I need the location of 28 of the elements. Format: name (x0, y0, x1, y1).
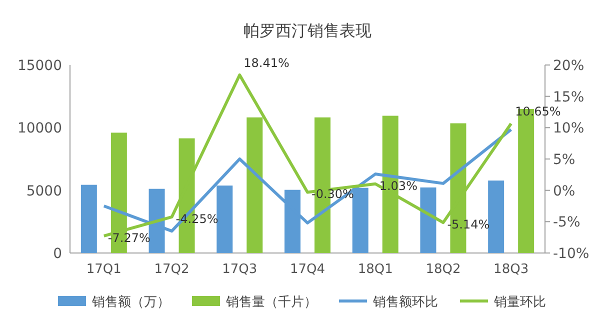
legend-label: 销售量（千片） (225, 295, 317, 310)
legend-label: 销量环比 (493, 295, 546, 310)
data-label: 18.41% (244, 56, 290, 70)
x-tick-label: 17Q3 (222, 262, 258, 277)
x-tick-label: 18Q1 (358, 262, 393, 277)
x-tick-label: 17Q1 (86, 262, 122, 277)
y-tick-label: 10000 (17, 120, 62, 137)
bar (80, 184, 97, 253)
x-tick-label: 17Q4 (290, 262, 326, 277)
y-tick-label: 5000 (26, 183, 62, 200)
bar (420, 187, 436, 253)
y2-tick-label: 20% (553, 58, 584, 74)
x-tick-label: 18Q3 (494, 262, 529, 277)
y2-tick-label: 0% (553, 183, 576, 200)
chart-title: 帕罗西汀销售表现 (244, 21, 372, 40)
x-tick-label: 18Q2 (426, 262, 461, 277)
y2-tick-label: 15% (553, 89, 584, 106)
bar (488, 180, 504, 253)
x-tick-label: 17Q2 (154, 262, 190, 277)
data-label: -0.30% (312, 187, 354, 202)
y2-tick-label: -5% (553, 214, 580, 231)
y-tick-label: 15000 (17, 58, 62, 74)
legend-label: 销售额环比 (372, 295, 438, 310)
y2-tick-label: -10% (553, 246, 590, 262)
y2-tick-label: 5% (553, 152, 576, 168)
legend-label: 销售额（万） (91, 295, 170, 310)
y-tick-label: 0 (53, 246, 62, 262)
y2-tick-label: 10% (553, 120, 584, 137)
